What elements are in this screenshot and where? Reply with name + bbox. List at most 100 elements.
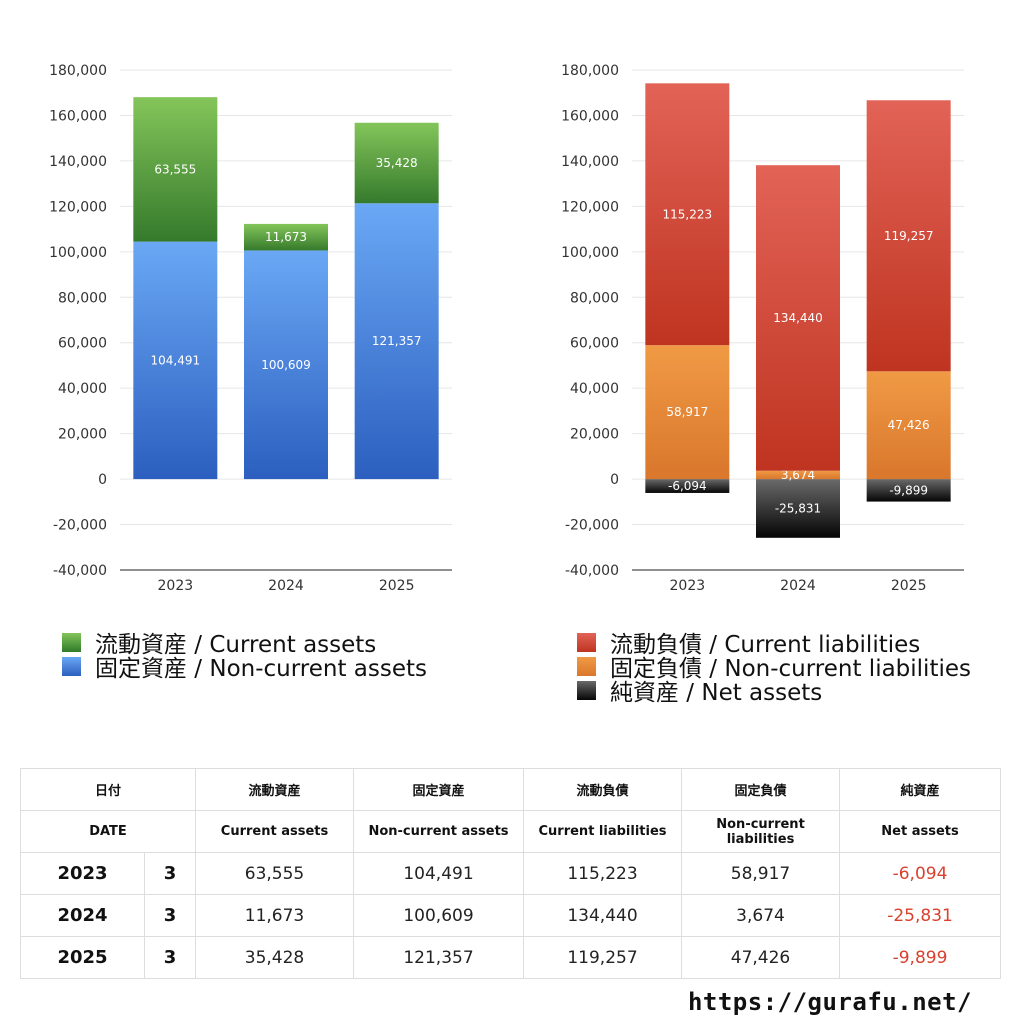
table-row: 2024 3 11,673 100,609 134,440 3,674 -25,…: [20, 894, 1002, 937]
y-tick-label: 80,000: [570, 290, 619, 306]
header-noncurrent-assets-en: Non-current assets: [353, 810, 525, 853]
cell-year: 2023: [20, 852, 145, 895]
bar-net-assets-2024: [756, 479, 840, 538]
cell-current-liabilities: 119,257: [523, 936, 683, 979]
data-label: 47,426: [888, 418, 930, 432]
cell-noncurrent-liabilities: 58,917: [681, 852, 841, 895]
data-label: 35,428: [376, 156, 418, 170]
cell-noncurrent-assets: 104,491: [353, 852, 525, 895]
cell-year: 2024: [20, 894, 145, 937]
cell-noncurrent-assets: 100,609: [353, 894, 525, 937]
legend-swatch-noncurrent-liabilities: [577, 656, 596, 676]
x-tick-label: 2023: [670, 578, 706, 594]
legend-swatch-noncurrent-assets: [62, 656, 81, 676]
bar-non-current-assets-2025: [354, 203, 439, 480]
cell-period: 3: [143, 894, 197, 937]
header-date-jp: 日付: [19, 768, 197, 811]
cell-current-assets: 35,428: [195, 936, 355, 979]
y-tick-label: 140,000: [49, 154, 107, 170]
y-tick-label: 60,000: [58, 336, 107, 352]
data-label: 63,555: [154, 162, 196, 176]
bar-current-liabilities-2023: [645, 83, 730, 346]
header-noncurrent-liabilities-jp: 固定負債: [681, 768, 841, 811]
data-label: -6,094: [668, 479, 707, 493]
bar-non-current-assets-2023: [133, 241, 218, 480]
cell-year: 2025: [20, 936, 145, 979]
bar-non-current-liabilities-2024: [756, 470, 840, 480]
legend-label: 固定負債 / Non-current liabilities: [610, 656, 971, 682]
y-tick-label: 20,000: [58, 427, 107, 443]
cell-period: 3: [143, 936, 197, 979]
cell-noncurrent-assets: 121,357: [353, 936, 525, 979]
header-noncurrent-liabilities-en: Non-current liabilities: [681, 810, 841, 853]
cell-noncurrent-liabilities: 3,674: [681, 894, 841, 937]
legend-item-current-assets: 流動資産 / Current assets: [62, 630, 427, 658]
legend-swatch-net-assets: [577, 680, 596, 700]
site-url[interactable]: https://gurafu.net/: [687, 988, 972, 1016]
data-label: 134,440: [773, 311, 823, 325]
x-tick-label: 2025: [379, 578, 415, 594]
header-current-liabilities-jp: 流動負債: [523, 768, 683, 811]
table-header-row-jp: 日付 流動資産 固定資産 流動負債 固定負債 純資産: [19, 768, 1002, 811]
y-tick-label: 180,000: [49, 63, 107, 79]
y-tick-label: 120,000: [561, 199, 619, 215]
legend-item-net-assets: 純資産 / Net assets: [577, 678, 971, 706]
bar-current-assets-2023: [133, 97, 218, 242]
y-tick-label: 100,000: [49, 245, 107, 261]
legend-label: 流動資産 / Current assets: [95, 632, 377, 658]
data-label: 104,491: [151, 353, 201, 367]
y-tick-label: -20,000: [565, 518, 619, 534]
data-label: 11,673: [265, 230, 307, 244]
y-tick-label: 0: [98, 472, 107, 488]
table-header-row-en: DATE Current assets Non-current assets C…: [19, 810, 1002, 853]
data-label: 119,257: [884, 229, 934, 243]
bar-non-current-liabilities-2023: [645, 345, 730, 480]
legend-label: 流動負債 / Current liabilities: [610, 632, 921, 658]
bar-current-liabilities-2025: [866, 100, 951, 372]
cell-current-assets: 11,673: [195, 894, 355, 937]
x-tick-label: 2023: [158, 578, 194, 594]
data-label: -25,831: [775, 501, 821, 515]
cell-current-assets: 63,555: [195, 852, 355, 895]
cell-net-assets: -6,094: [839, 852, 1002, 895]
cell-current-liabilities: 115,223: [523, 852, 683, 895]
legend-swatch-current-assets: [62, 632, 81, 652]
bar-non-current-assets-2024: [244, 250, 328, 480]
data-label: 115,223: [663, 207, 713, 221]
y-tick-label: 160,000: [49, 108, 107, 124]
y-tick-label: 100,000: [561, 245, 619, 261]
x-tick-label: 2024: [268, 578, 304, 594]
y-tick-label: 20,000: [570, 427, 619, 443]
legend-swatch-current-liabilities: [577, 632, 596, 652]
cell-period: 3: [143, 852, 197, 895]
bar-current-assets-2024: [244, 223, 328, 251]
y-tick-label: 180,000: [561, 63, 619, 79]
y-tick-label: 0: [610, 472, 619, 488]
y-tick-label: 80,000: [58, 290, 107, 306]
table-row: 2025 3 35,428 121,357 119,257 47,426 -9,…: [20, 936, 1002, 979]
data-label: 100,609: [261, 358, 311, 372]
bar-non-current-liabilities-2025: [866, 371, 951, 480]
data-label: 121,357: [372, 334, 422, 348]
legend-item-current-liabilities: 流動負債 / Current liabilities: [577, 630, 971, 658]
cell-noncurrent-liabilities: 47,426: [681, 936, 841, 979]
y-tick-label: 40,000: [58, 381, 107, 397]
liabilities-legend: 流動負債 / Current liabilities 固定負債 / Non-cu…: [577, 630, 971, 706]
header-date-en: DATE: [19, 810, 197, 853]
y-tick-label: 160,000: [561, 108, 619, 124]
header-current-assets-en: Current assets: [195, 810, 355, 853]
table-row: 2023 3 63,555 104,491 115,223 58,917 -6,…: [20, 852, 1002, 895]
assets-chart: 180,000 160,000 140,000 120,000 100,000 80,00…: [49, 63, 452, 594]
data-label: 3,674: [781, 468, 815, 482]
financial-data-table: 日付 流動資産 固定資産 流動負債 固定負債 純資産 DATE Current …: [19, 768, 1002, 979]
bar-current-liabilities-2024: [756, 165, 840, 471]
header-current-liabilities-en: Current liabilities: [523, 810, 683, 853]
legend-label: 純資産 / Net assets: [610, 680, 823, 706]
header-current-assets-jp: 流動資産: [195, 768, 355, 811]
data-label: 58,917: [666, 405, 708, 419]
header-noncurrent-assets-jp: 固定資産: [353, 768, 525, 811]
bar-net-assets-2025: [866, 479, 951, 502]
cell-net-assets: -25,831: [839, 894, 1002, 937]
y-tick-label: 60,000: [570, 336, 619, 352]
assets-legend: 流動資産 / Current assets 固定資産 / Non-current…: [62, 630, 427, 682]
